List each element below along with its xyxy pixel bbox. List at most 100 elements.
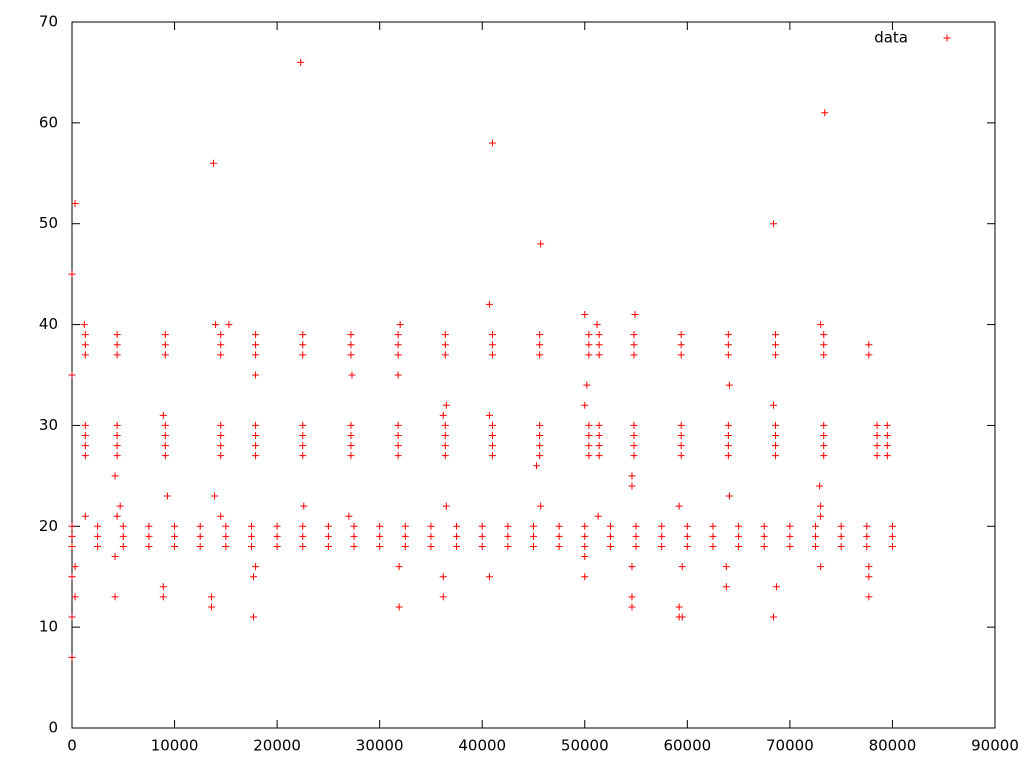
point <box>68 522 76 530</box>
point <box>585 442 593 450</box>
point <box>485 573 493 581</box>
point <box>347 452 355 460</box>
point <box>630 341 638 349</box>
point <box>273 542 281 550</box>
point <box>299 351 307 359</box>
point <box>252 452 260 460</box>
point <box>171 542 179 550</box>
point <box>630 452 638 460</box>
y-tick-label: 40 <box>39 315 58 333</box>
point <box>585 331 593 339</box>
point <box>68 532 76 540</box>
point <box>113 341 121 349</box>
point <box>376 522 384 530</box>
point <box>394 341 402 349</box>
point <box>119 542 127 550</box>
point <box>394 351 402 359</box>
point <box>159 593 167 601</box>
point <box>488 452 496 460</box>
point <box>81 351 89 359</box>
point <box>595 351 603 359</box>
point <box>888 522 896 530</box>
x-tick-label: 50000 <box>561 737 609 755</box>
point <box>427 532 435 540</box>
point <box>439 573 447 581</box>
point <box>865 573 873 581</box>
point <box>504 522 512 530</box>
point <box>504 542 512 550</box>
point <box>247 522 255 530</box>
point <box>196 522 204 530</box>
point <box>80 321 88 329</box>
point <box>161 351 169 359</box>
point <box>252 371 260 379</box>
point <box>68 542 76 550</box>
point <box>324 522 332 530</box>
point <box>677 421 685 429</box>
point <box>222 542 230 550</box>
point <box>439 411 447 419</box>
point <box>485 411 493 419</box>
point <box>678 613 686 621</box>
point <box>161 452 169 460</box>
point <box>536 351 544 359</box>
point <box>630 351 638 359</box>
point <box>347 331 355 339</box>
point <box>485 300 493 308</box>
point <box>760 532 768 540</box>
point <box>683 542 691 550</box>
point <box>709 542 717 550</box>
point <box>212 321 220 329</box>
point <box>347 351 355 359</box>
point <box>709 522 717 530</box>
point <box>81 442 89 450</box>
point <box>345 512 353 520</box>
point <box>595 331 603 339</box>
point <box>683 522 691 530</box>
point <box>865 593 873 601</box>
point <box>581 542 589 550</box>
point <box>273 532 281 540</box>
point <box>247 532 255 540</box>
point <box>677 351 685 359</box>
point <box>252 331 260 339</box>
point <box>735 542 743 550</box>
point <box>530 522 537 530</box>
point <box>68 613 76 621</box>
y-tick-label: 50 <box>39 214 58 232</box>
point <box>222 522 230 530</box>
point <box>161 421 169 429</box>
point <box>145 542 153 550</box>
point <box>488 341 496 349</box>
point <box>709 532 717 540</box>
point <box>217 341 225 349</box>
point <box>217 432 225 440</box>
point <box>394 452 402 460</box>
point <box>145 522 153 530</box>
point <box>630 331 638 339</box>
point <box>81 432 89 440</box>
point <box>820 331 828 339</box>
point <box>595 432 603 440</box>
point <box>883 421 891 429</box>
point <box>453 532 461 540</box>
point <box>628 482 636 490</box>
point <box>394 421 402 429</box>
point <box>488 331 496 339</box>
point <box>396 321 404 329</box>
point <box>376 542 384 550</box>
point <box>217 442 225 450</box>
point <box>161 341 169 349</box>
point <box>394 442 402 450</box>
point <box>595 452 603 460</box>
point <box>760 542 768 550</box>
point <box>873 421 881 429</box>
point <box>299 341 307 349</box>
point <box>677 331 685 339</box>
point <box>196 532 204 540</box>
point <box>163 492 171 500</box>
point <box>252 341 260 349</box>
point <box>581 401 589 409</box>
point <box>595 341 603 349</box>
point <box>111 593 119 601</box>
